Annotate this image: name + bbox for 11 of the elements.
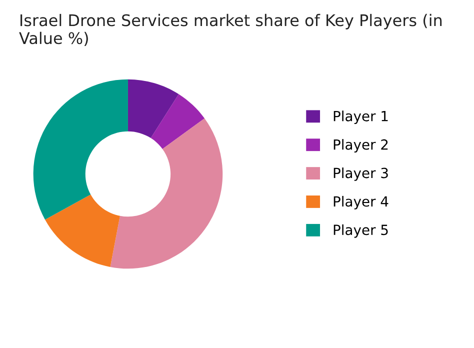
donut-slice — [45, 194, 120, 267]
donut-slice — [110, 118, 223, 269]
legend-label: Player 2 — [334, 139, 388, 152]
donut-slice — [128, 79, 179, 138]
legend-label: Player 5 — [334, 224, 388, 238]
donut-slice — [33, 79, 128, 220]
legend-label: Player 3 — [334, 167, 388, 181]
donut-slice — [150, 94, 205, 149]
legend-label: Player 4 — [334, 196, 388, 210]
chart-title: Israel Drone Services market share of Key Players (in Value %) — [19, 14, 442, 46]
legend-label: Player 1 — [334, 110, 388, 124]
